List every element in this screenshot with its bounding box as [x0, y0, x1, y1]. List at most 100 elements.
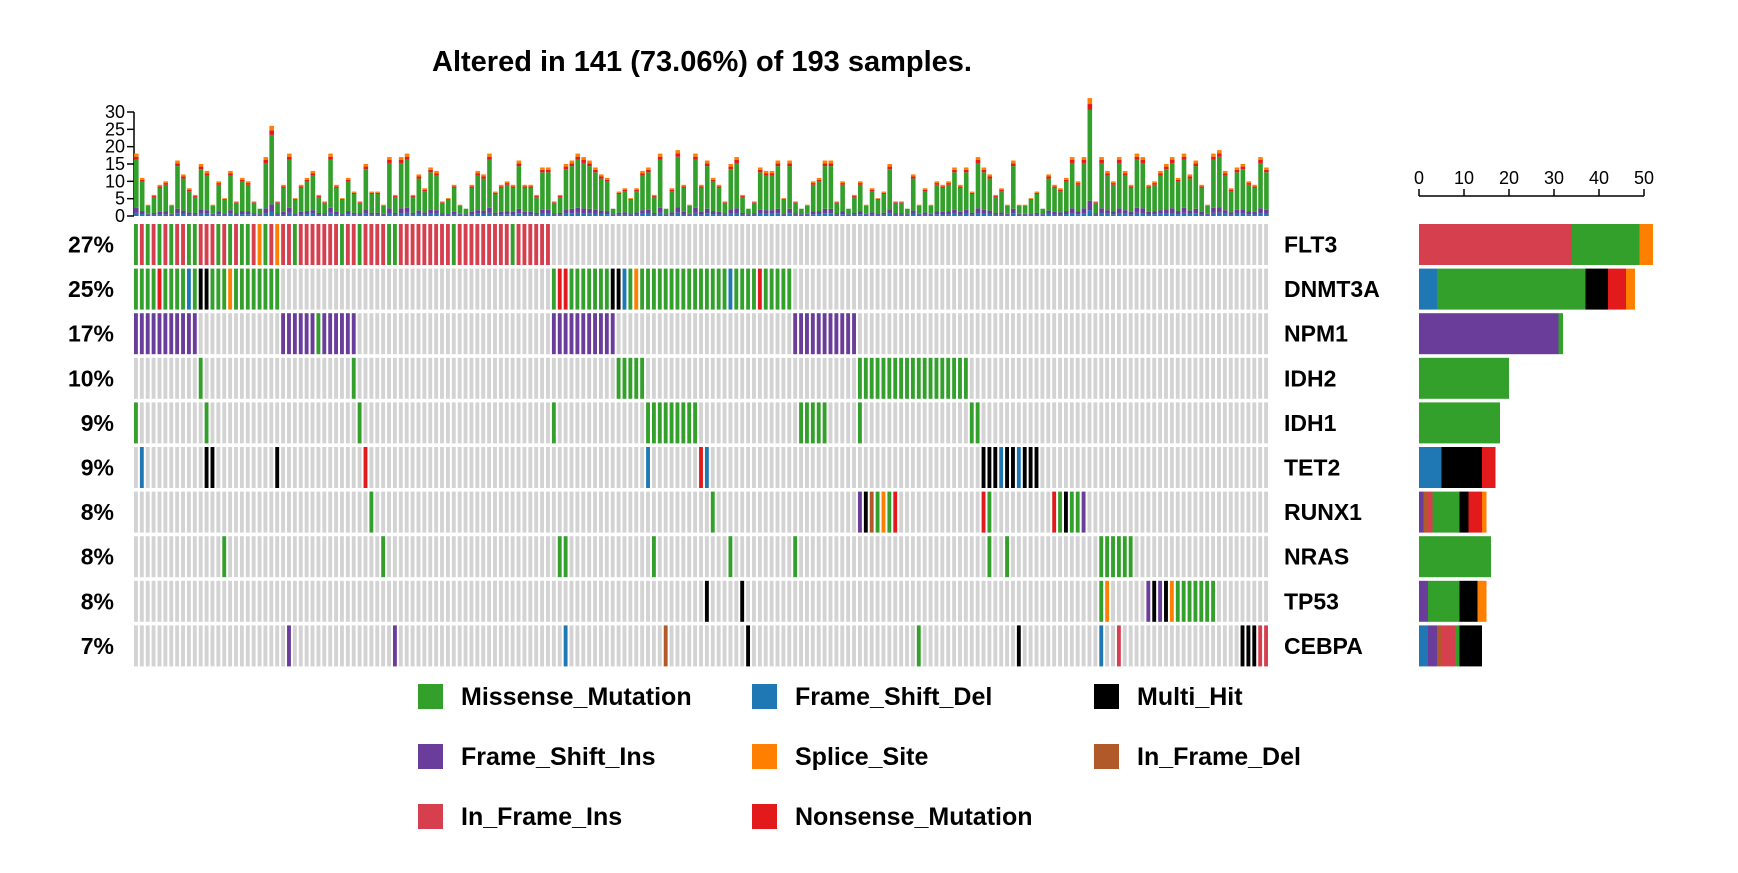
tmb-bar-segment: [852, 195, 857, 197]
empty-cell: [734, 402, 739, 444]
mutation-cell: [598, 313, 603, 355]
tmb-bar-segment: [328, 156, 333, 160]
empty-cell: [1252, 580, 1257, 622]
empty-cell: [852, 536, 856, 578]
empty-cell: [587, 491, 592, 533]
tmb-bar-segment: [1211, 153, 1216, 157]
empty-cell: [157, 536, 162, 578]
empty-cell: [651, 447, 656, 488]
tmb-bar-segment: [728, 164, 734, 167]
mutation-cell: [192, 313, 197, 355]
empty-cell: [787, 402, 792, 444]
empty-cell: [228, 580, 233, 622]
empty-cell: [975, 447, 980, 488]
empty-cell: [334, 268, 338, 310]
mutation-cell: [216, 268, 221, 310]
tmb-bar-segment: [275, 201, 280, 203]
tmb-bar-segment: [740, 194, 745, 196]
tmb-bar-segment: [1240, 209, 1246, 214]
tmb-bar-segment: [1052, 184, 1057, 187]
empty-cell: [1034, 491, 1039, 533]
empty-cell: [239, 536, 244, 578]
empty-cell: [481, 491, 486, 533]
empty-cell: [457, 447, 462, 488]
empty-cell: [834, 447, 839, 488]
empty-cell: [622, 580, 627, 622]
mutation-cell: [263, 268, 268, 310]
mutation-cell: [987, 447, 992, 488]
tmb-bar: [475, 170, 480, 216]
empty-cell: [257, 313, 262, 355]
tmb-bar: [822, 160, 828, 216]
mutation-cell: [404, 224, 409, 265]
gene-axis-tick-label: 30: [1544, 168, 1564, 188]
tmb-bar-segment: [1046, 213, 1051, 216]
empty-cell: [1222, 580, 1227, 622]
empty-cell: [581, 625, 586, 667]
empty-cell: [304, 491, 309, 533]
tmb-bar-segment: [434, 175, 439, 211]
mutation-cell: [593, 268, 597, 310]
empty-cell: [746, 402, 751, 444]
tmb-bar-segment: [445, 198, 451, 200]
tmb-bar: [987, 174, 993, 216]
tmb-bar-segment: [304, 181, 310, 212]
tmb-bar: [351, 191, 357, 216]
tmb-bar-segment: [322, 201, 327, 203]
empty-cell: [1011, 580, 1015, 622]
empty-cell: [234, 447, 238, 488]
empty-cell: [463, 402, 468, 444]
empty-cell: [357, 447, 362, 488]
empty-cell: [381, 357, 386, 399]
tmb-bar-segment: [363, 209, 369, 214]
empty-cell: [598, 491, 603, 533]
empty-cell: [1152, 313, 1157, 355]
mutation-cell: [981, 447, 986, 488]
tmb-bar-segment: [1093, 202, 1099, 214]
tmb-bar-segment: [1058, 214, 1063, 216]
mutation-cell: [392, 625, 397, 667]
empty-cell: [928, 447, 933, 488]
tmb-bar-segment: [1199, 214, 1204, 216]
mutation-cell: [281, 313, 286, 355]
tmb-bar-segment: [616, 193, 622, 213]
empty-cell: [1246, 313, 1251, 355]
tmb-bar-segment: [563, 164, 569, 167]
tmb-bar-segment: [716, 186, 722, 188]
mutation-cell: [575, 313, 580, 355]
empty-cell: [493, 313, 497, 355]
empty-cell: [175, 580, 180, 622]
empty-cell: [351, 402, 356, 444]
empty-cell: [151, 536, 156, 578]
gene-axis-tick-label: 0: [1414, 168, 1424, 188]
tmb-bar: [840, 181, 845, 216]
empty-cell: [787, 447, 792, 488]
empty-cell: [1258, 268, 1263, 310]
empty-cell: [1246, 357, 1251, 399]
tmb-bar-segment: [1087, 200, 1093, 211]
empty-cell: [551, 447, 556, 488]
tmb-bar-segment: [1193, 160, 1199, 164]
tmb-bar-segment: [1087, 109, 1093, 201]
tmb-bar: [1069, 157, 1075, 216]
empty-cell: [563, 491, 568, 533]
tmb-bar-segment: [581, 213, 586, 216]
gene-count-segment: [1477, 580, 1487, 622]
empty-cell: [1152, 224, 1157, 265]
empty-cell: [787, 224, 792, 265]
tmb-bar-segment: [805, 205, 810, 214]
empty-cell: [304, 447, 309, 488]
tmb-bar-segment: [975, 157, 981, 161]
empty-cell: [969, 447, 974, 488]
empty-cell: [828, 268, 833, 310]
tmb-bar-segment: [275, 202, 280, 203]
empty-cell: [575, 625, 580, 667]
mutation-cell: [793, 536, 798, 578]
empty-cell: [946, 625, 951, 667]
mutation-cell: [145, 224, 150, 265]
tmb-bar-segment: [1164, 164, 1169, 167]
tmb-bar-segment: [634, 214, 639, 216]
empty-cell: [404, 491, 409, 533]
tmb-bar-segment: [893, 202, 898, 214]
tmb-bar-segment: [752, 202, 757, 214]
